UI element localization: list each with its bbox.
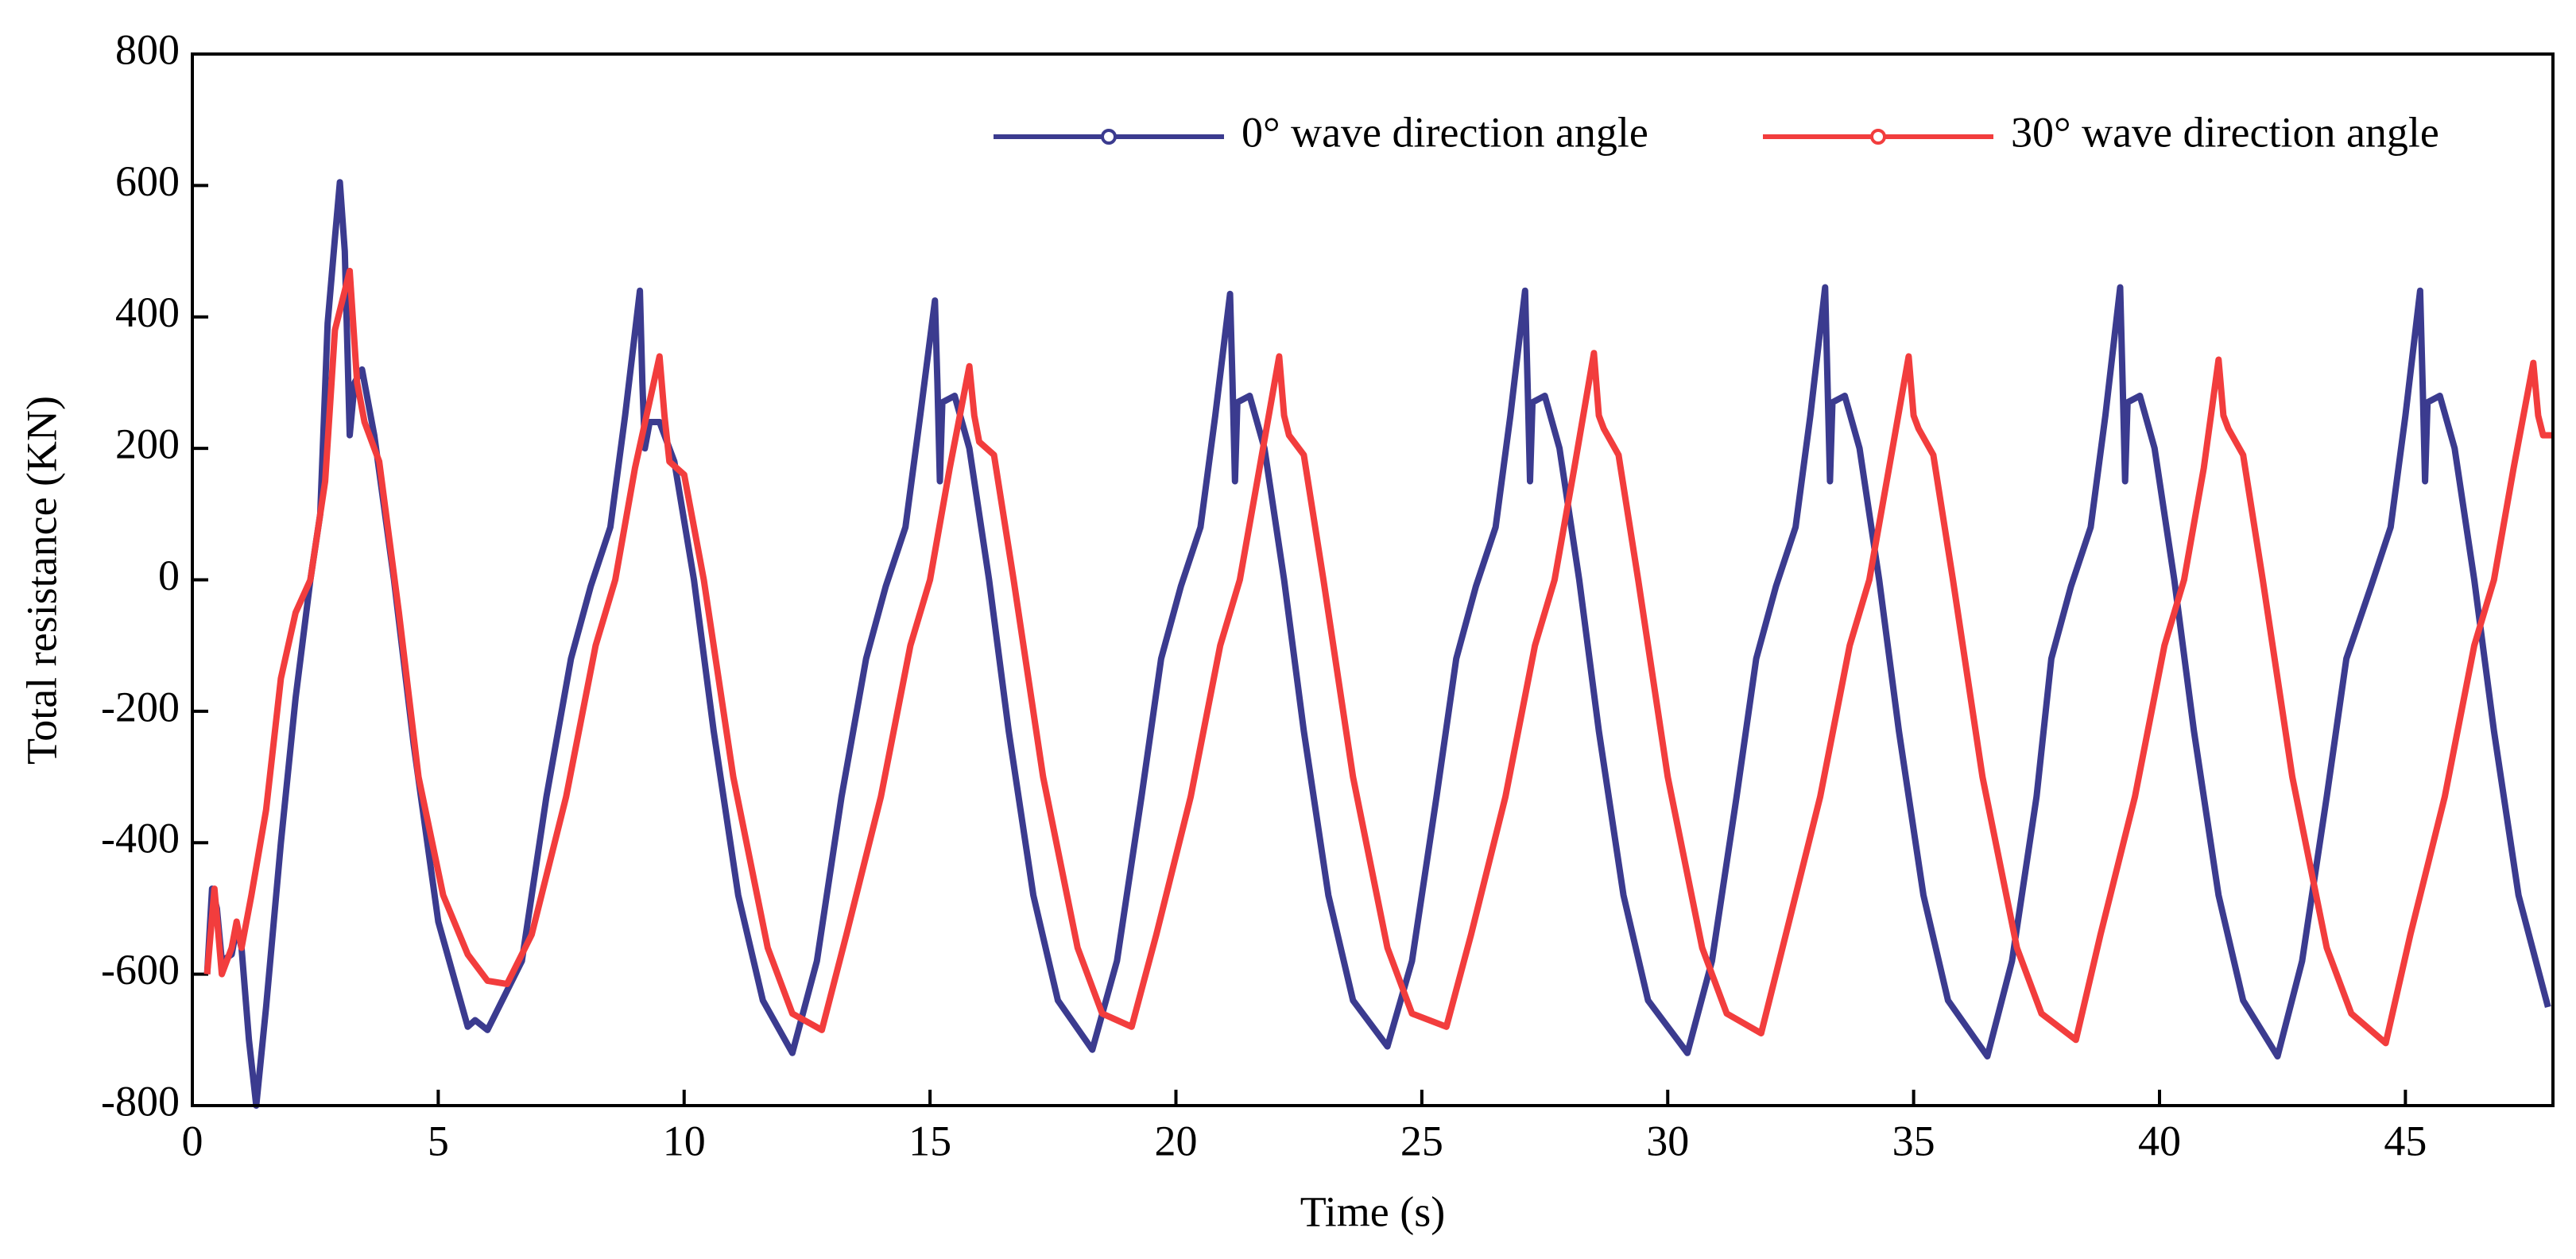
plot-frame [191,52,2555,1107]
legend-label: 30° wave direction angle [2011,108,2439,156]
x-tick-label: 30 [1646,1117,1689,1164]
x-tick-label: 35 [1892,1117,1935,1164]
x-tick-label: 10 [663,1117,706,1164]
x-tick-label: 20 [1155,1117,1198,1164]
y-tick-label: 600 [115,157,180,205]
y-tick-label: -800 [101,1077,180,1125]
x-tick-label: 0 [182,1117,203,1164]
x-tick-label: 15 [908,1117,951,1164]
y-tick-label: 200 [115,420,180,468]
y-tick-label: 0 [158,552,180,599]
y-tick-label: 800 [115,25,180,73]
y-tick-label: 400 [115,289,180,336]
legend-marker [1101,129,1117,145]
y-tick-label: -400 [101,815,180,862]
legend: 0° wave direction angle 30° wave directio… [994,108,2439,156]
x-tick-label: 45 [2384,1117,2427,1164]
x-axis-label: Time (s) [1300,1187,1446,1235]
x-tick-label: 40 [2138,1117,2181,1164]
series-line [203,267,2553,1047]
y-tick-label: -200 [101,683,180,730]
x-tick-label: 5 [428,1117,449,1164]
legend-label: 0° wave direction angle [1242,108,1648,156]
series-line [203,179,2551,1109]
x-tick-label: 25 [1400,1117,1443,1164]
legend-marker [1870,129,1886,145]
y-axis-label: Total resistance (KN) [17,396,65,765]
y-tick-label: -600 [101,946,180,994]
